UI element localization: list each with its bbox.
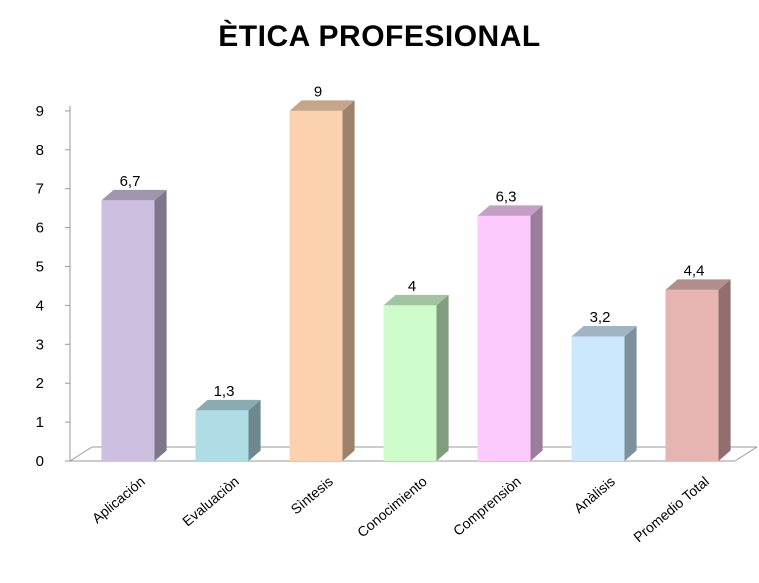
bar-top xyxy=(665,279,731,290)
y-tick-label: 7 xyxy=(36,181,44,198)
y-tick-label: 9 xyxy=(36,103,44,120)
y-tick-label: 6 xyxy=(36,220,44,237)
bar-side xyxy=(624,326,637,461)
bar-top xyxy=(195,399,261,411)
bar xyxy=(477,215,531,461)
bar xyxy=(289,110,343,462)
y-tick-label: 1 xyxy=(36,414,44,431)
bar-side xyxy=(342,100,355,462)
y-tick-label: 2 xyxy=(36,375,44,392)
bar-top xyxy=(477,205,543,216)
category-label: Comprensiòn xyxy=(450,473,524,539)
bar-top xyxy=(383,294,449,306)
y-tick-label: 0 xyxy=(36,453,44,470)
bar-top xyxy=(571,326,637,337)
data-label: 4,4 xyxy=(684,262,705,279)
category-label: Conocimiento xyxy=(354,473,430,540)
category-label: Aplicación xyxy=(89,473,148,526)
category-label: Sìntesis xyxy=(287,473,335,517)
bar-top xyxy=(289,100,355,111)
bar-side xyxy=(154,189,167,461)
data-label: 1,3 xyxy=(214,383,235,400)
bar-side xyxy=(248,399,261,461)
bar-side xyxy=(718,279,731,461)
bar-top xyxy=(101,189,167,201)
category-label: Evaluaciòn xyxy=(179,473,242,529)
category-label: Promedio Total xyxy=(630,473,712,545)
y-tick-label: 8 xyxy=(36,142,44,159)
bar-side xyxy=(436,294,449,461)
category-label: Anàlisis xyxy=(571,473,618,516)
data-label: 9 xyxy=(314,83,322,100)
data-label: 3,2 xyxy=(590,309,611,326)
y-tick-label: 5 xyxy=(36,259,44,276)
y-tick-label: 4 xyxy=(36,297,44,314)
bar xyxy=(571,336,625,461)
bar xyxy=(665,289,719,461)
floor-right-edge xyxy=(734,446,758,462)
y-tick-label: 3 xyxy=(36,336,44,353)
bar xyxy=(383,305,437,461)
floor-left-edge xyxy=(69,446,93,462)
chart-title: ÈTICA PROFESIONAL xyxy=(218,20,541,53)
bar xyxy=(101,200,155,461)
data-label: 6,7 xyxy=(120,173,141,190)
bar-side xyxy=(530,205,543,461)
data-label: 4 xyxy=(408,278,416,295)
data-label: 6,3 xyxy=(496,188,517,205)
bar xyxy=(195,410,249,461)
